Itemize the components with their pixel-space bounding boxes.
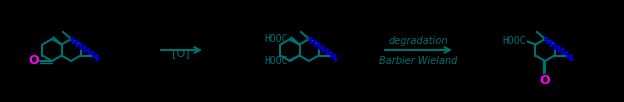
Text: HOOC: HOOC — [264, 34, 288, 44]
Text: O: O — [540, 74, 550, 87]
Text: HOOC: HOOC — [264, 55, 288, 65]
Text: O: O — [28, 54, 39, 68]
Text: [O]: [O] — [172, 48, 190, 58]
Text: Barbier Wieland: Barbier Wieland — [379, 56, 457, 66]
Text: HOOC: HOOC — [502, 37, 525, 47]
Text: degradation: degradation — [389, 36, 448, 46]
